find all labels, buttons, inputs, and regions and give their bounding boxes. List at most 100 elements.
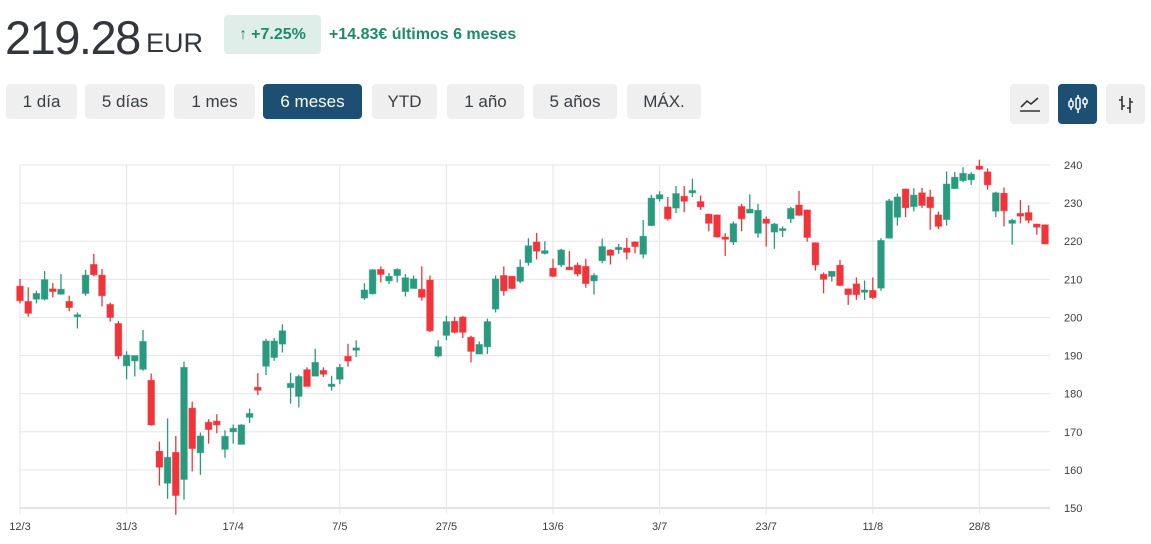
candle-body	[819, 273, 828, 280]
candle-body	[893, 196, 902, 218]
candle-body	[377, 268, 385, 275]
candle-body	[65, 300, 74, 309]
line-chart-icon	[1019, 97, 1040, 112]
candle-body	[221, 435, 229, 450]
y-tick-label: 150	[1064, 503, 1082, 515]
candle-body	[73, 314, 82, 318]
y-tick-label: 190	[1064, 351, 1082, 363]
current-price: 219.28	[5, 11, 141, 64]
candle-body	[491, 278, 500, 310]
candle-body	[975, 165, 984, 170]
range-button-1m[interactable]: 1 mes	[174, 84, 255, 119]
candle-body	[565, 266, 574, 271]
candle-body	[1024, 212, 1033, 221]
candle-body	[1008, 219, 1017, 224]
candle-body	[114, 323, 123, 357]
candle-body	[852, 283, 861, 296]
y-tick-label: 170	[1064, 427, 1082, 439]
x-tick-label: 31/3	[116, 521, 137, 533]
candle-body	[614, 246, 623, 251]
candle-body	[836, 264, 844, 286]
candle-body	[639, 235, 648, 255]
candle-body	[721, 236, 730, 240]
candle-body	[713, 214, 721, 238]
range-button-ytd[interactable]: YTD	[372, 84, 437, 119]
candle-body	[385, 275, 393, 282]
candle-body	[393, 268, 401, 277]
x-tick-label: 23/7	[755, 521, 776, 533]
candle-body	[737, 206, 746, 220]
candle-body	[450, 320, 459, 333]
range-button-max[interactable]: MÁX.	[627, 84, 701, 119]
candle-body	[131, 355, 139, 362]
range-button-1y[interactable]: 1 año	[447, 84, 524, 119]
candle-body	[803, 209, 812, 238]
candle-body	[787, 207, 795, 220]
y-tick-label: 160	[1064, 465, 1082, 477]
candle-body	[664, 206, 672, 220]
y-tick-label: 230	[1064, 198, 1082, 210]
candle-body	[688, 190, 697, 194]
candle-body	[229, 427, 237, 433]
arrow-up-icon: ↑	[239, 25, 248, 43]
change-percent-badge: ↑ +7.25%	[224, 15, 321, 54]
candle-body	[1016, 212, 1025, 217]
candle-body	[434, 346, 442, 357]
candle-body	[106, 303, 115, 318]
range-button-6m[interactable]: 6 meses	[263, 84, 362, 119]
range-button-1d[interactable]: 1 día	[6, 84, 77, 119]
candle-body	[672, 193, 680, 209]
candle-body	[557, 249, 566, 266]
candle-body	[754, 209, 762, 234]
candle-body	[409, 278, 418, 289]
candle-body	[483, 321, 492, 348]
candle-body	[705, 213, 713, 224]
ohlc-bars-icon	[1118, 96, 1133, 113]
candle-body	[426, 279, 434, 332]
candle-body	[286, 382, 295, 389]
candle-body	[860, 289, 869, 293]
candle-body	[770, 223, 779, 233]
candle-body	[959, 172, 967, 182]
candle-body	[655, 194, 664, 200]
x-tick-label: 3/7	[652, 521, 667, 533]
candle-body	[631, 241, 639, 248]
candlestick-button[interactable]	[1058, 84, 1097, 124]
candle-body	[147, 379, 155, 426]
candle-body	[254, 386, 262, 391]
y-tick-label: 200	[1064, 312, 1082, 324]
candle-body	[188, 407, 196, 450]
candle-body	[90, 263, 98, 276]
candle-body	[245, 412, 254, 418]
candle-body	[327, 383, 336, 387]
line-chart-button[interactable]	[1010, 84, 1049, 124]
candle-body	[1033, 223, 1041, 228]
candle-body	[606, 249, 615, 256]
candle-body	[442, 321, 451, 336]
ohlc-bars-button[interactable]	[1106, 84, 1145, 124]
candle-body	[32, 292, 41, 300]
candle-body	[401, 277, 410, 293]
x-tick-label: 7/5	[332, 521, 347, 533]
candle-body	[877, 239, 885, 289]
candle-body	[16, 285, 24, 302]
candle-body	[24, 300, 32, 314]
candle-body	[237, 424, 246, 445]
candle-body	[811, 242, 820, 266]
candle-body	[418, 288, 426, 298]
candle-body	[352, 347, 360, 351]
candle-body	[336, 366, 344, 380]
candle-body	[549, 267, 557, 277]
candle-body	[475, 344, 483, 355]
candle-body	[500, 275, 508, 292]
candle-body	[467, 336, 475, 352]
candle-body	[573, 264, 582, 275]
candle-body	[459, 316, 467, 333]
candle-body	[295, 376, 303, 397]
candle-body	[155, 450, 164, 468]
range-button-5y[interactable]: 5 años	[533, 84, 617, 119]
x-tick-label: 12/3	[9, 521, 30, 533]
candle-body	[311, 361, 319, 377]
candle-body	[139, 340, 147, 370]
range-button-5d[interactable]: 5 días	[85, 84, 165, 119]
